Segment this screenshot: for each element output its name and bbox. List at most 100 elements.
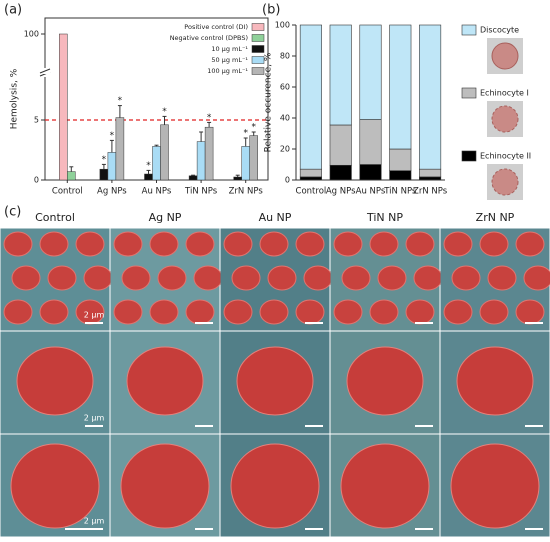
bar <box>241 146 250 181</box>
y-axis-label: Relative occurence, % <box>264 52 274 152</box>
bar <box>99 168 109 181</box>
column-header: ZrN NP <box>476 211 515 224</box>
y-tick-label: 20 <box>280 145 290 154</box>
bar-segment <box>419 168 442 178</box>
red-blood-cell <box>259 231 289 257</box>
legend-label: 10 µg mL⁻¹ <box>211 45 248 53</box>
legend-label: Echinocyte I <box>480 89 529 98</box>
bar-segment <box>329 124 352 166</box>
red-blood-cell <box>451 265 481 291</box>
legend-swatch <box>461 87 477 99</box>
legend-label: 50 µg mL⁻¹ <box>211 56 248 64</box>
red-blood-cell <box>377 265 407 291</box>
red-blood-cell <box>295 231 325 257</box>
red-blood-cell <box>231 265 261 291</box>
y-tick-label: 100 <box>24 30 39 39</box>
cell-thumbnail <box>491 105 519 133</box>
y-tick-label: 60 <box>280 83 290 92</box>
cell-thumbnail <box>491 168 519 196</box>
axis-break <box>39 68 51 74</box>
bar <box>152 146 161 181</box>
bar <box>204 126 214 181</box>
red-blood-cell <box>121 265 151 291</box>
bar <box>115 117 125 181</box>
bar-segment <box>389 170 412 181</box>
red-blood-cell <box>295 299 325 325</box>
red-blood-cell <box>3 231 33 257</box>
significance-marker: * <box>110 131 115 141</box>
bar <box>249 135 258 181</box>
red-blood-cell <box>450 443 540 529</box>
bar-segment <box>299 24 322 170</box>
red-blood-cell <box>405 299 435 325</box>
bar <box>233 176 242 181</box>
red-blood-cell <box>3 299 33 325</box>
red-blood-cell <box>47 265 77 291</box>
red-blood-cell <box>443 231 473 257</box>
significance-marker: * <box>118 96 123 106</box>
y-tick-label: 80 <box>280 52 290 61</box>
bar-segment <box>389 24 412 150</box>
red-blood-cell <box>185 299 215 325</box>
red-blood-cell <box>113 299 143 325</box>
bar <box>196 141 206 181</box>
red-blood-cell <box>369 231 399 257</box>
red-blood-cell <box>16 346 94 416</box>
column-header: Ag NP <box>149 211 182 224</box>
bar-segment <box>389 148 412 172</box>
red-blood-cell <box>10 443 100 529</box>
red-blood-cell <box>515 231 545 257</box>
significance-marker: * <box>207 113 212 123</box>
x-tick-label: ZrN NPs <box>413 187 448 197</box>
y-tick-label: 0 <box>285 176 290 185</box>
red-blood-cell <box>11 265 41 291</box>
bar-segment <box>359 119 382 165</box>
panel-label: (b) <box>262 3 280 18</box>
y-tick-label: 100 <box>275 21 290 30</box>
legend-swatch <box>251 34 265 42</box>
red-blood-cell <box>157 265 187 291</box>
significance-marker: * <box>243 129 248 139</box>
red-blood-cell <box>456 346 534 416</box>
bar <box>188 175 198 181</box>
scale-label: 2 µm <box>84 414 105 423</box>
panel-label: (a) <box>4 3 22 18</box>
red-blood-cell <box>413 265 443 291</box>
red-blood-cell <box>83 265 113 291</box>
red-blood-cell <box>259 299 289 325</box>
red-blood-cell <box>369 299 399 325</box>
red-blood-cell <box>346 346 424 416</box>
red-blood-cell <box>405 231 435 257</box>
y-tick-label: 0 <box>34 176 39 185</box>
legend-label: Discocyte <box>480 26 519 35</box>
bar-segment <box>419 24 442 170</box>
red-blood-cell <box>223 299 253 325</box>
significance-marker: * <box>102 155 107 165</box>
red-blood-cell <box>75 231 105 257</box>
red-blood-cell <box>333 231 363 257</box>
bar <box>107 152 117 181</box>
red-blood-cell <box>515 299 545 325</box>
red-blood-cell <box>333 299 363 325</box>
column-header: Control <box>35 211 75 224</box>
bar-segment <box>359 24 382 120</box>
legend-label: Echinocyte II <box>480 152 531 161</box>
bar <box>67 171 76 181</box>
red-blood-cell <box>479 231 509 257</box>
x-tick-label: TiN NPs <box>383 187 417 197</box>
bar <box>144 173 153 181</box>
y-axis-label: Hemolysis, % <box>10 68 20 129</box>
red-blood-cell <box>113 231 143 257</box>
red-blood-cell <box>39 231 69 257</box>
bar-segment <box>299 168 322 178</box>
red-blood-cell <box>149 299 179 325</box>
red-blood-cell <box>303 265 333 291</box>
legend-swatch <box>251 45 265 53</box>
significance-marker: * <box>251 123 256 133</box>
bar-segment <box>329 24 352 126</box>
y-tick-label: 5 <box>34 116 39 125</box>
significance-marker: * <box>162 107 167 117</box>
legend-swatch <box>461 24 477 36</box>
bar-segment <box>359 164 382 181</box>
red-blood-cell <box>120 443 210 529</box>
